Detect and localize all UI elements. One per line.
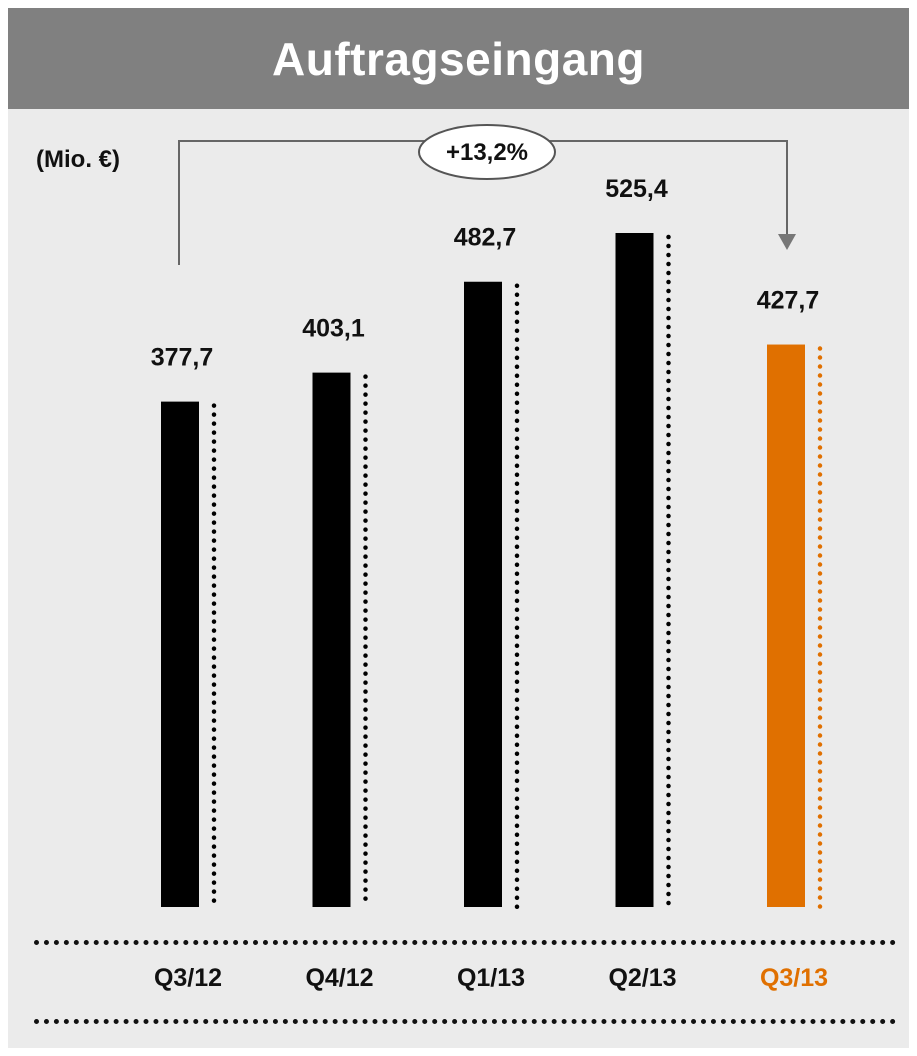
bar-q1-13 [464, 281, 502, 907]
growth-label: +13,2% [446, 139, 528, 166]
data-label: 377,7 [151, 344, 214, 372]
bottom-dotted-separator [34, 1019, 896, 1024]
bar-q3-13 [767, 344, 805, 907]
category-label: Q2/13 [608, 964, 676, 992]
data-label: 525,4 [605, 175, 668, 203]
arrow-head-icon [778, 234, 796, 250]
top-dotted-separator [34, 940, 896, 945]
bar-q3-12 [161, 401, 199, 907]
chart-panel [8, 8, 909, 1048]
data-label: 427,7 [757, 287, 820, 315]
data-label: 403,1 [302, 315, 365, 343]
data-label: 482,7 [454, 224, 517, 252]
category-label: Q4/12 [305, 964, 373, 992]
unit-label: (Mio. €) [36, 146, 120, 173]
bar-q2-13 [615, 232, 654, 907]
chart-title: Auftragseingang [272, 32, 645, 85]
category-label: Q3/12 [154, 964, 222, 992]
category-label: Q3/13 [760, 964, 828, 992]
category-label: Q1/13 [457, 964, 525, 992]
bar-q4-12 [312, 372, 351, 907]
title-bar: Auftragseingang [8, 8, 909, 109]
growth-badge [418, 124, 556, 180]
